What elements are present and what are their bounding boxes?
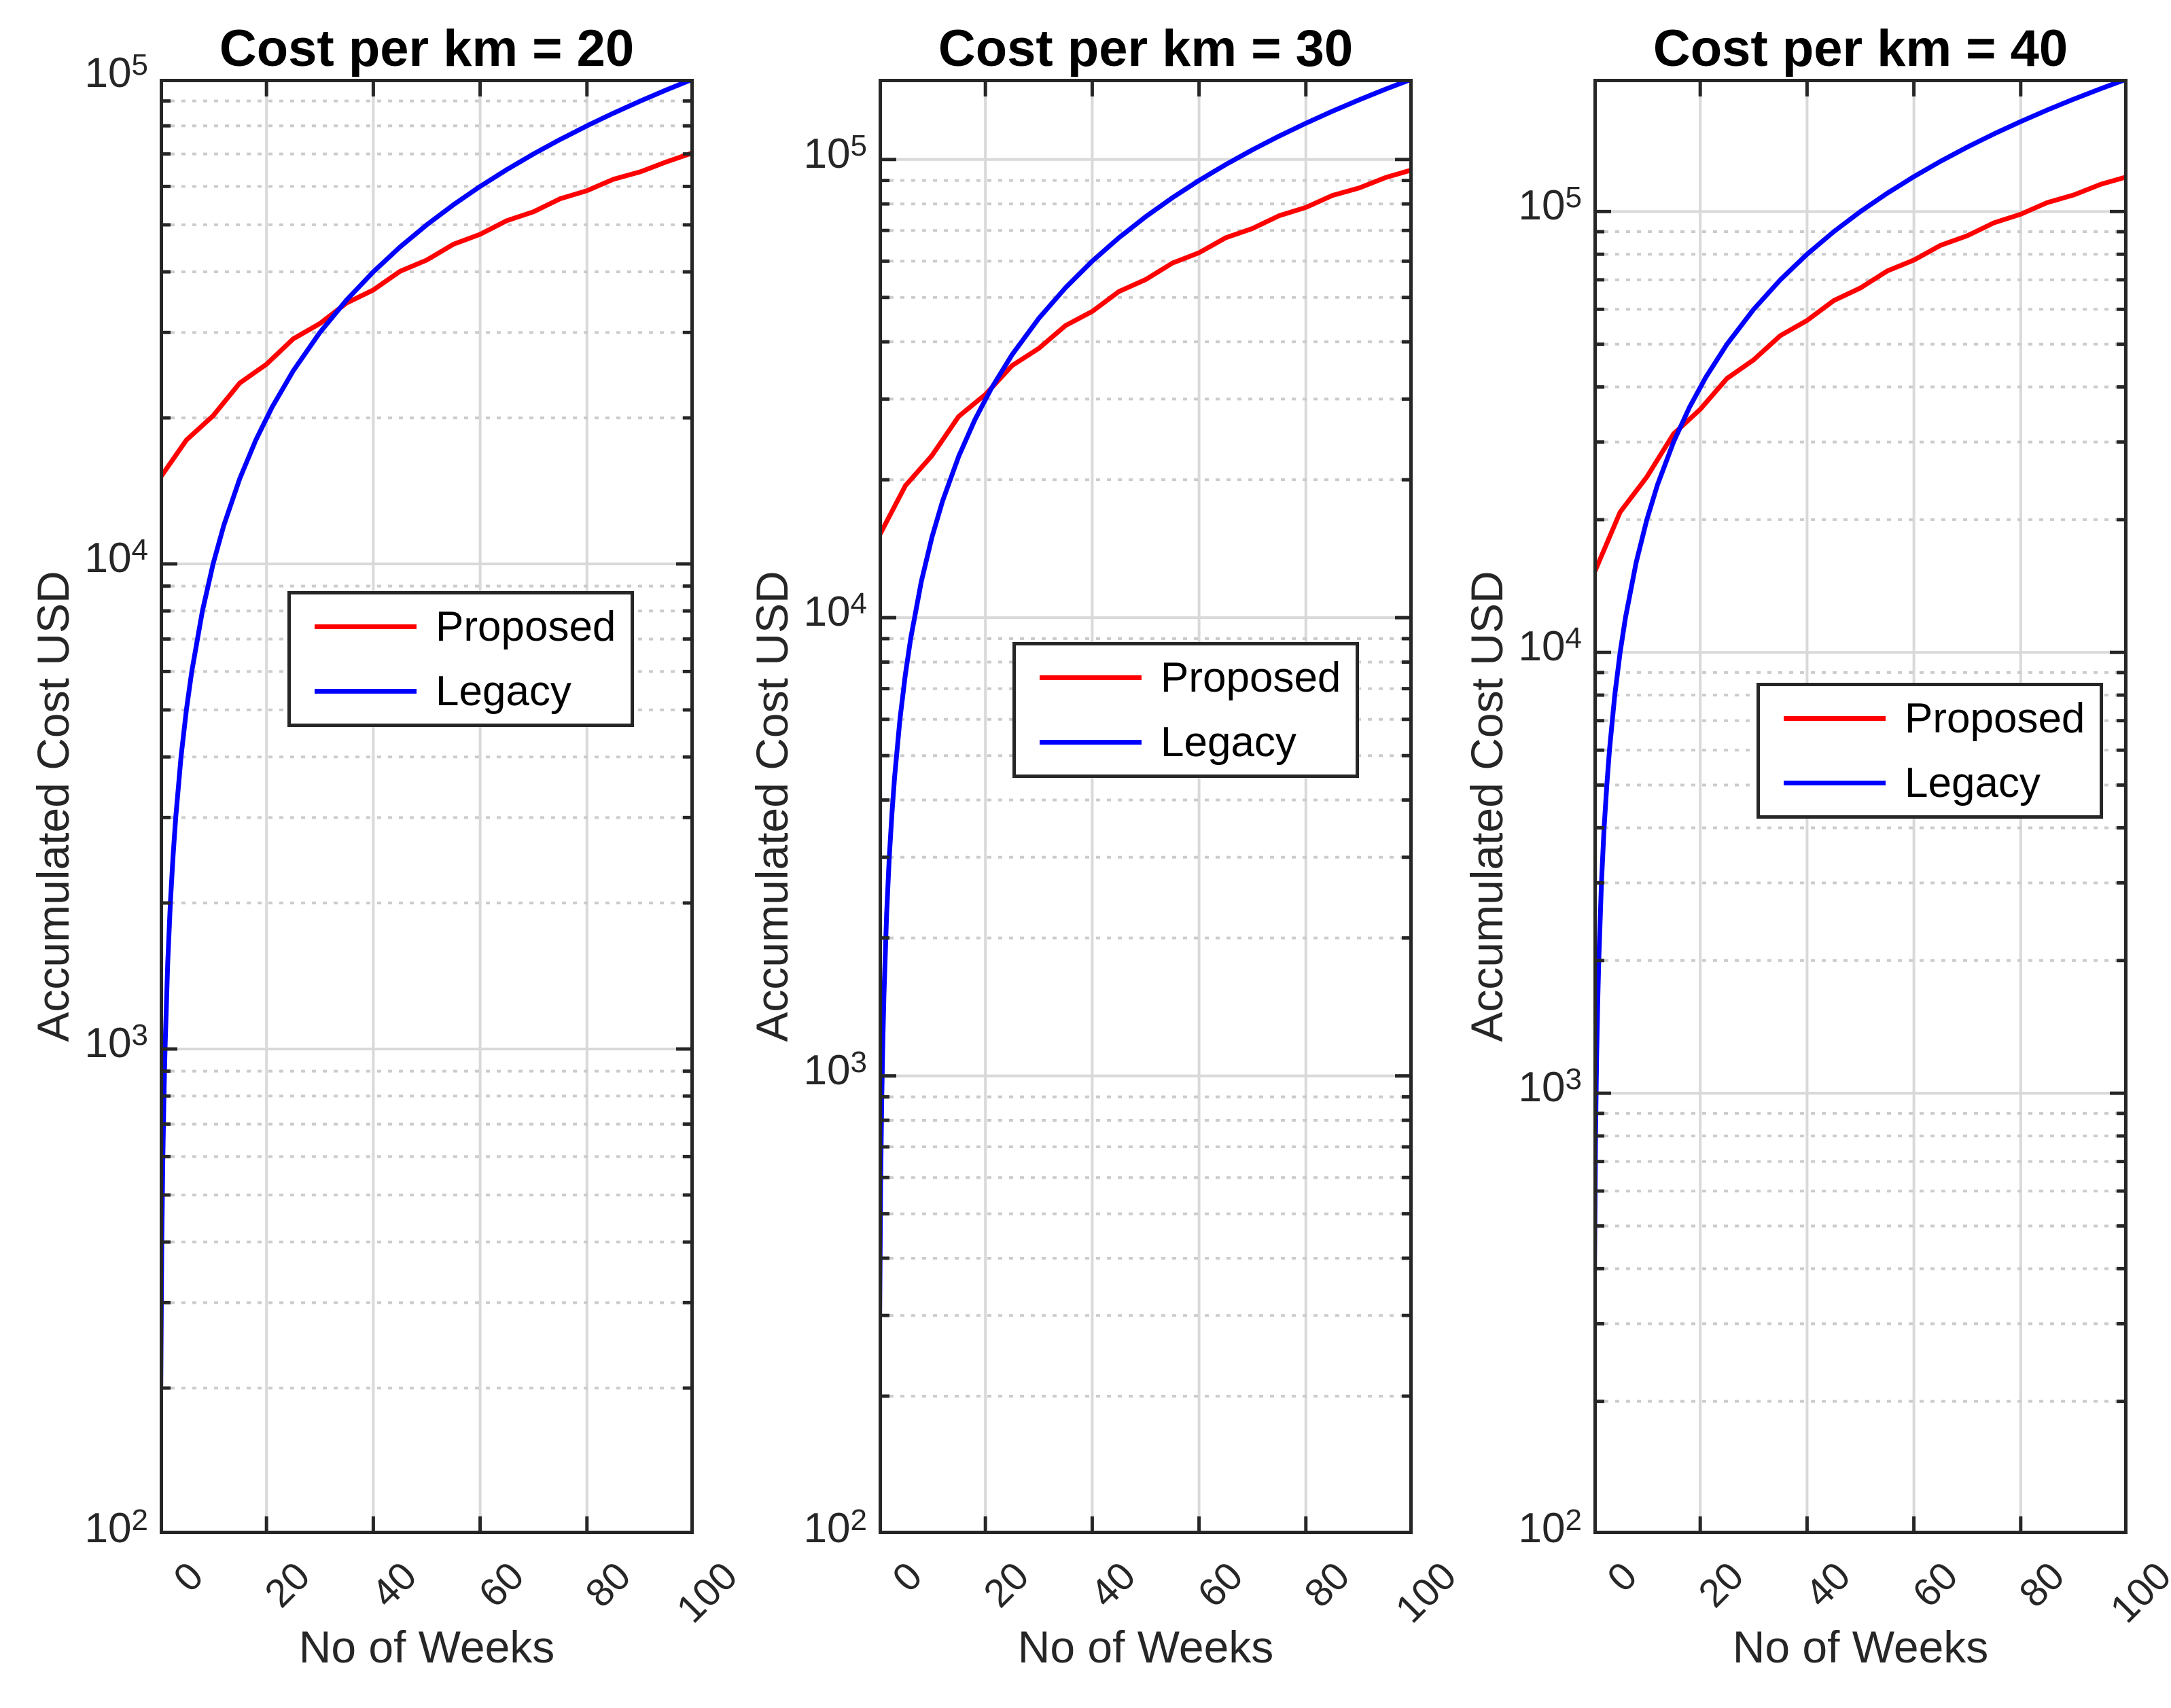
y-tick-label: 104 (84, 533, 148, 582)
legend-label: Proposed (436, 603, 616, 650)
legend-label: Proposed (1905, 695, 2085, 742)
legacy-line-sample (1784, 781, 1886, 785)
legend: Proposed Legacy (1757, 683, 2103, 819)
subplot-2: Cost per km = 30 Accumulated Cost USD Pr… (719, 0, 1465, 1708)
y-tick-label: 104 (803, 587, 867, 636)
y-tick-label: 103 (1518, 1063, 1582, 1111)
plot-title: Cost per km = 40 (1653, 20, 2068, 77)
x-axis-label: No of Weeks (1017, 1622, 1274, 1672)
plot-area (1593, 79, 2128, 1534)
proposed-line-sample (1040, 675, 1142, 680)
legend-item-legacy: Legacy (291, 659, 631, 724)
subplot-3: Cost per km = 40 Accumulated Cost USD Pr… (1434, 0, 2171, 1708)
legend-item-proposed: Proposed (1016, 645, 1356, 710)
plot-area (160, 79, 694, 1534)
proposed-line-sample (315, 624, 417, 629)
y-tick-label: 105 (803, 128, 867, 177)
legend-label: Proposed (1161, 654, 1341, 701)
y-tick-label: 105 (1518, 181, 1582, 230)
proposed-line-sample (1784, 716, 1886, 721)
plot-area (879, 79, 1413, 1534)
legend-label: Legacy (1161, 719, 1296, 766)
y-tick-label: 105 (84, 48, 148, 96)
y-tick-label: 103 (84, 1018, 148, 1067)
legend-item-proposed: Proposed (291, 594, 631, 659)
legend: Proposed Legacy (1012, 642, 1359, 778)
y-axis-label: Accumulated Cost USD (28, 571, 78, 1042)
chart-canvas (160, 79, 694, 1534)
y-axis-label: Accumulated Cost USD (747, 571, 797, 1042)
legend-label: Legacy (1905, 760, 2041, 806)
plot-title: Cost per km = 20 (219, 20, 635, 77)
legend-label: Legacy (436, 668, 571, 715)
y-tick-label: 104 (1518, 622, 1582, 671)
y-tick-label: 102 (803, 1504, 867, 1552)
legend-item-legacy: Legacy (1016, 710, 1356, 775)
legend: Proposed Legacy (287, 591, 634, 727)
legend-item-legacy: Legacy (1760, 751, 2100, 815)
y-tick-label: 102 (84, 1504, 148, 1552)
chart-canvas (879, 79, 1413, 1534)
y-tick-label: 102 (1518, 1504, 1582, 1552)
plot-title: Cost per km = 30 (938, 20, 1354, 77)
x-axis-label: No of Weeks (1732, 1622, 1989, 1672)
subplot-1: Cost per km = 20 Accumulated Cost USD Pr… (0, 0, 746, 1708)
legend-item-proposed: Proposed (1760, 686, 2100, 751)
y-tick-label: 103 (803, 1045, 867, 1094)
legacy-line-sample (1040, 740, 1142, 745)
legacy-line-sample (315, 689, 417, 694)
x-axis-label: No of Weeks (298, 1622, 555, 1672)
chart-canvas (1593, 79, 2128, 1534)
